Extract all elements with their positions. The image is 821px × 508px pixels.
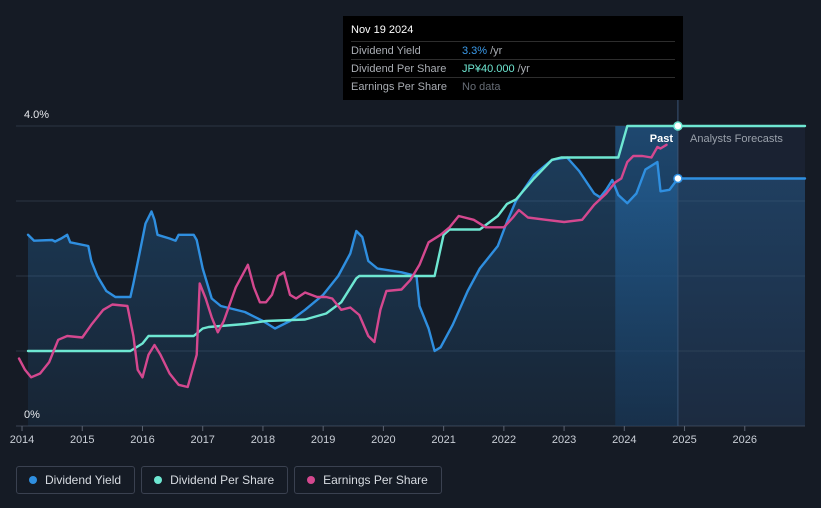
legend-item-dividend-yield[interactable]: Dividend Yield [16,466,136,494]
x-tick-label: 2017 [190,434,214,446]
tooltip-value: 3.3% [462,44,488,57]
y-tick-label-bottom: 0% [24,409,40,421]
tooltip-unit: /yr [490,44,503,57]
tooltip-value: JP¥40.000 [462,62,515,75]
x-tick-label: 2024 [612,434,636,446]
legend-item-dividend-per-share[interactable]: Dividend Per Share [141,466,289,494]
legend-dot-icon [29,476,37,484]
marker-dividend-yield [673,173,683,184]
series-lines [17,124,807,389]
y-axis-ticks: 4.0% 0% [24,109,49,421]
legend: Dividend Yield Dividend Per Share Earnin… [16,466,442,494]
tooltip-label: Earnings Per Share [351,80,447,93]
x-tick-label: 2016 [130,434,154,446]
tooltip-label: Dividend Per Share [351,62,447,75]
x-tick-label: 2026 [733,434,757,446]
forecast-label: Analysts Forecasts [690,133,783,145]
x-tick-label: 2015 [70,434,94,446]
legend-item-earnings-per-share[interactable]: Earnings Per Share [294,466,442,494]
tooltip-unit: /yr [517,62,530,75]
tooltip-value: No data [462,80,501,93]
x-tick-label: 2023 [552,434,576,446]
past-label: Past [650,133,674,145]
legend-dot-icon [307,476,316,484]
tooltip-row-dividend-yield: Dividend Yield 3.3% /yr [351,41,675,59]
legend-dot-icon [154,476,163,484]
x-tick-label: 2022 [492,434,516,446]
x-tick-label: 2020 [371,434,395,446]
tooltip-row-earnings-per-share: Earnings Per Share No data [351,77,675,95]
series-line-dividend-yield [26,156,807,353]
x-axis-ticks: 2014 2015 2016 2017 2018 2019 2020 2021 2022 2023… [10,426,757,446]
x-tick-label: 2014 [10,434,34,446]
marker-dividend-per-share [673,121,683,131]
legend-label: Dividend Yield [45,473,122,487]
x-tick-label: 2025 [672,434,696,446]
tooltip-row-dividend-per-share: Dividend Per Share JP¥40.000 /yr [351,59,675,77]
series-markers [673,121,683,184]
legend-label: Dividend Per Share [170,473,275,487]
tooltip-date: Nov 19 2024 [351,24,414,36]
tooltip-label: Dividend Yield [351,44,421,57]
x-tick-label: 2018 [251,434,275,446]
series-line-earnings-per-share [17,143,668,389]
series-area-dividend-yield [28,157,805,426]
tooltip: Nov 19 2024 Dividend Yield 3.3% /yr Divi… [343,16,683,100]
y-tick-label-top: 4.0% [24,109,49,121]
series-areas [28,157,805,426]
x-tick-label: 2019 [311,434,335,446]
legend-label: Earnings Per Share [323,473,428,487]
x-tick-label: 2021 [431,434,455,446]
